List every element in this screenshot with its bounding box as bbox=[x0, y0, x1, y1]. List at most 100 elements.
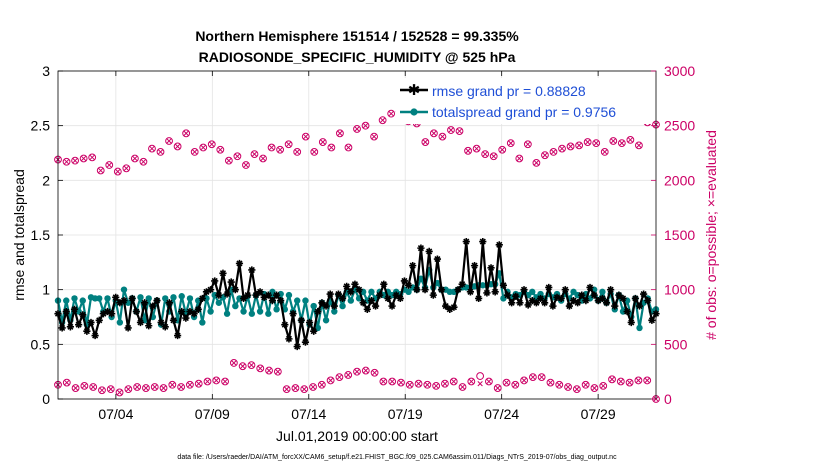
obs-possible-point bbox=[564, 383, 572, 391]
obs-evaluated-point bbox=[495, 385, 501, 391]
totalspread-point bbox=[636, 324, 643, 332]
x-tick-label: 07/14 bbox=[291, 406, 326, 422]
obs-possible-point bbox=[625, 378, 634, 387]
rmse-point bbox=[437, 286, 446, 294]
rmse-point bbox=[623, 307, 631, 316]
obs-possible-point bbox=[165, 137, 173, 145]
obs-evaluated-point bbox=[266, 367, 272, 374]
rmse-point bbox=[310, 327, 318, 335]
y-axis-right-label: # of obs: o=possible; ×=evaluated bbox=[703, 130, 719, 340]
obs-possible-point bbox=[353, 367, 361, 376]
obs-evaluated-point bbox=[491, 153, 497, 159]
obs-evaluated-point bbox=[415, 381, 422, 387]
obs-evaluated-point bbox=[345, 144, 352, 151]
obs-possible-point bbox=[276, 145, 285, 154]
rmse-point bbox=[244, 291, 252, 299]
obs-possible-point bbox=[309, 383, 317, 391]
obs-possible-point bbox=[549, 148, 558, 156]
obs-evaluated-point bbox=[200, 144, 206, 151]
obs-possible-point bbox=[317, 380, 326, 389]
obs-possible-point bbox=[130, 154, 139, 163]
obs-possible-point bbox=[581, 380, 590, 389]
obs-possible-point bbox=[414, 379, 423, 388]
rmse-point bbox=[532, 299, 540, 307]
obs-evaluated-point bbox=[439, 133, 446, 140]
obs-evaluated-point bbox=[533, 160, 540, 166]
obs-evaluated-point bbox=[371, 370, 378, 376]
obs-evaluated-point bbox=[123, 165, 129, 171]
obs-evaluated-point bbox=[354, 369, 360, 375]
rmse-point bbox=[458, 280, 466, 288]
rmse-point bbox=[182, 314, 190, 322]
rmse-point bbox=[528, 297, 536, 305]
obs-possible-point bbox=[528, 373, 537, 382]
rmse-point bbox=[417, 244, 425, 252]
totalspread-point bbox=[417, 275, 425, 282]
obs-evaluated-point bbox=[301, 386, 307, 392]
obs-evaluated-point bbox=[275, 369, 281, 375]
rmse-point bbox=[508, 299, 516, 307]
rmse-point bbox=[495, 241, 503, 249]
rmse-point bbox=[186, 307, 194, 316]
obs-possible-point bbox=[472, 144, 481, 153]
rmse-point bbox=[429, 291, 437, 299]
obs-evaluated-point bbox=[627, 137, 634, 143]
obs-evaluated-point bbox=[240, 363, 246, 369]
obs-possible-point bbox=[273, 367, 282, 376]
obs-evaluated-point bbox=[618, 378, 624, 385]
obs-evaluated-point bbox=[354, 126, 360, 132]
rmse-point bbox=[553, 293, 561, 301]
obs-evaluated-point bbox=[132, 155, 138, 162]
rmse-point bbox=[153, 297, 161, 305]
obs-evaluated-point bbox=[363, 367, 369, 374]
totalspread-point bbox=[63, 297, 70, 304]
obs-possible-point bbox=[370, 132, 378, 141]
obs-evaluated-point bbox=[283, 386, 290, 392]
totalspread-point bbox=[223, 310, 231, 317]
totalspread-point bbox=[104, 295, 111, 302]
obs-possible-point bbox=[142, 384, 150, 392]
rmse-point bbox=[598, 294, 606, 303]
obs-possible-point bbox=[124, 385, 133, 394]
rmse-point bbox=[475, 294, 483, 303]
obs-evaluated-point bbox=[140, 159, 147, 165]
rmse-point bbox=[557, 294, 565, 303]
obs-evaluated-point bbox=[160, 385, 167, 391]
obs-evaluated-point bbox=[456, 128, 463, 134]
obs-possible-point bbox=[256, 364, 265, 373]
obs-possible-point bbox=[378, 116, 387, 125]
obs-evaluated-point bbox=[222, 378, 228, 385]
obs-evaluated-point bbox=[345, 372, 351, 378]
totalspread-point bbox=[256, 308, 264, 315]
obs-possible-point bbox=[115, 388, 124, 397]
obs-evaluated-point bbox=[433, 383, 439, 389]
obs-evaluated-point bbox=[166, 138, 172, 144]
rmse-point bbox=[227, 278, 235, 286]
obs-possible-point bbox=[186, 380, 194, 389]
obs-possible-point bbox=[265, 366, 273, 375]
obs-possible-point bbox=[182, 129, 191, 138]
obs-evaluated-point bbox=[149, 145, 155, 152]
rmse-point bbox=[190, 310, 198, 318]
obs-possible-point bbox=[310, 148, 319, 156]
rmse-point bbox=[569, 297, 578, 305]
totalspread-point bbox=[162, 295, 169, 302]
y-axis-right-ticks: 0 500 1000 1500 2000 2500 3000 bbox=[651, 63, 695, 407]
obs-evaluated-point bbox=[512, 382, 518, 388]
chart-title-line2: RADIOSONDE_SPECIFIC_HUMIDITY @ 525 hPa bbox=[199, 49, 516, 65]
rmse-point bbox=[487, 264, 495, 272]
obs-evaluated-point bbox=[115, 168, 121, 175]
obs-evaluated-point bbox=[559, 145, 565, 152]
obs-evaluated-point bbox=[90, 384, 96, 390]
obs-evaluated-point bbox=[593, 140, 599, 146]
totalspread-point bbox=[294, 297, 301, 304]
obs-possible-point bbox=[344, 143, 353, 152]
obs-possible-point bbox=[541, 151, 549, 160]
obs-evaluated-point bbox=[424, 382, 431, 388]
rmse-point bbox=[644, 297, 652, 305]
legend-marker-totalspread bbox=[410, 108, 418, 116]
rmse-point bbox=[108, 310, 116, 318]
obs-possible-point bbox=[80, 381, 89, 390]
rmse-point bbox=[75, 321, 83, 329]
obs-evaluated-point bbox=[204, 378, 211, 385]
